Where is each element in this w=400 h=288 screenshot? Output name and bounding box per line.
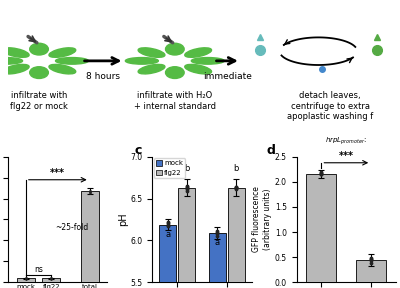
Point bbox=[23, 276, 29, 281]
Point bbox=[233, 186, 240, 191]
Ellipse shape bbox=[30, 67, 48, 78]
Ellipse shape bbox=[49, 65, 76, 74]
Y-axis label: GFP fluorescence
(arbitrary units): GFP fluorescence (arbitrary units) bbox=[252, 187, 272, 252]
Bar bbox=[209, 233, 226, 288]
Text: ns: ns bbox=[34, 265, 43, 274]
Title: $\mathit{hrpL}_{promoter}$:: $\mathit{hrpL}_{promoter}$: bbox=[325, 136, 367, 147]
Ellipse shape bbox=[125, 58, 158, 64]
Ellipse shape bbox=[185, 65, 212, 74]
Point bbox=[184, 186, 190, 191]
Point bbox=[214, 231, 220, 236]
Bar bbox=[178, 188, 195, 288]
Point bbox=[164, 221, 171, 226]
Point bbox=[233, 185, 240, 190]
Bar bbox=[42, 278, 60, 282]
Point bbox=[318, 171, 324, 175]
Ellipse shape bbox=[138, 65, 165, 74]
Point bbox=[23, 276, 29, 281]
Bar bbox=[81, 191, 98, 282]
Point bbox=[23, 276, 29, 281]
Text: detach leaves,
centrifuge to extra
apoplastic washing f: detach leaves, centrifuge to extra apopl… bbox=[287, 91, 373, 121]
Text: immediate: immediate bbox=[203, 72, 252, 81]
Text: infiltrate with H₂O
+ internal standard: infiltrate with H₂O + internal standard bbox=[134, 91, 216, 111]
Point bbox=[318, 172, 324, 177]
Ellipse shape bbox=[49, 48, 76, 57]
Text: c: c bbox=[134, 144, 142, 157]
Point bbox=[184, 188, 190, 193]
Ellipse shape bbox=[0, 58, 22, 64]
Ellipse shape bbox=[56, 58, 88, 64]
Text: 8 hours: 8 hours bbox=[86, 72, 120, 81]
Point bbox=[23, 276, 29, 281]
Point bbox=[164, 223, 171, 228]
Point bbox=[368, 257, 374, 262]
Text: b: b bbox=[184, 164, 189, 173]
Point bbox=[86, 189, 93, 194]
Point bbox=[184, 185, 190, 190]
Point bbox=[86, 189, 93, 193]
Point bbox=[164, 220, 171, 225]
Point bbox=[214, 231, 220, 236]
Y-axis label: pH: pH bbox=[118, 213, 128, 226]
Point bbox=[318, 172, 324, 177]
Point bbox=[318, 172, 324, 176]
Point bbox=[233, 186, 240, 190]
Bar bbox=[228, 188, 245, 288]
Point bbox=[368, 257, 374, 262]
Point bbox=[184, 186, 190, 190]
Point bbox=[368, 261, 374, 266]
Point bbox=[48, 276, 54, 281]
Text: infiltrate with
flg22 or mock: infiltrate with flg22 or mock bbox=[10, 91, 68, 111]
Point bbox=[164, 223, 171, 228]
Point bbox=[233, 185, 240, 190]
Legend: mock, flg22: mock, flg22 bbox=[154, 158, 185, 178]
Text: a: a bbox=[165, 230, 170, 238]
Point bbox=[48, 276, 54, 281]
Point bbox=[48, 276, 54, 281]
Point bbox=[318, 170, 324, 175]
Bar bbox=[17, 278, 35, 282]
Ellipse shape bbox=[185, 48, 212, 57]
Point bbox=[368, 256, 374, 261]
Ellipse shape bbox=[166, 43, 184, 55]
Bar bbox=[159, 225, 176, 288]
Point bbox=[86, 189, 93, 194]
Text: b: b bbox=[234, 164, 239, 173]
Point bbox=[214, 234, 220, 238]
Point bbox=[368, 256, 374, 261]
Ellipse shape bbox=[166, 67, 184, 78]
Text: ***: *** bbox=[50, 168, 65, 179]
Point bbox=[184, 183, 190, 188]
Text: a: a bbox=[215, 238, 220, 247]
Ellipse shape bbox=[2, 65, 29, 74]
Text: ~25-fold: ~25-fold bbox=[55, 223, 88, 232]
Point bbox=[214, 231, 220, 235]
Point bbox=[86, 190, 93, 195]
Point bbox=[86, 190, 93, 195]
Point bbox=[233, 187, 240, 191]
Point bbox=[164, 223, 171, 228]
Ellipse shape bbox=[2, 48, 29, 57]
Point bbox=[214, 228, 220, 233]
Point bbox=[23, 276, 29, 281]
Point bbox=[48, 276, 54, 281]
Text: d: d bbox=[267, 144, 276, 157]
Text: ***: *** bbox=[339, 151, 354, 161]
Ellipse shape bbox=[30, 43, 48, 55]
Ellipse shape bbox=[191, 58, 224, 64]
Ellipse shape bbox=[138, 48, 165, 57]
Point bbox=[48, 276, 54, 281]
Bar bbox=[356, 260, 386, 282]
Bar bbox=[306, 174, 336, 282]
